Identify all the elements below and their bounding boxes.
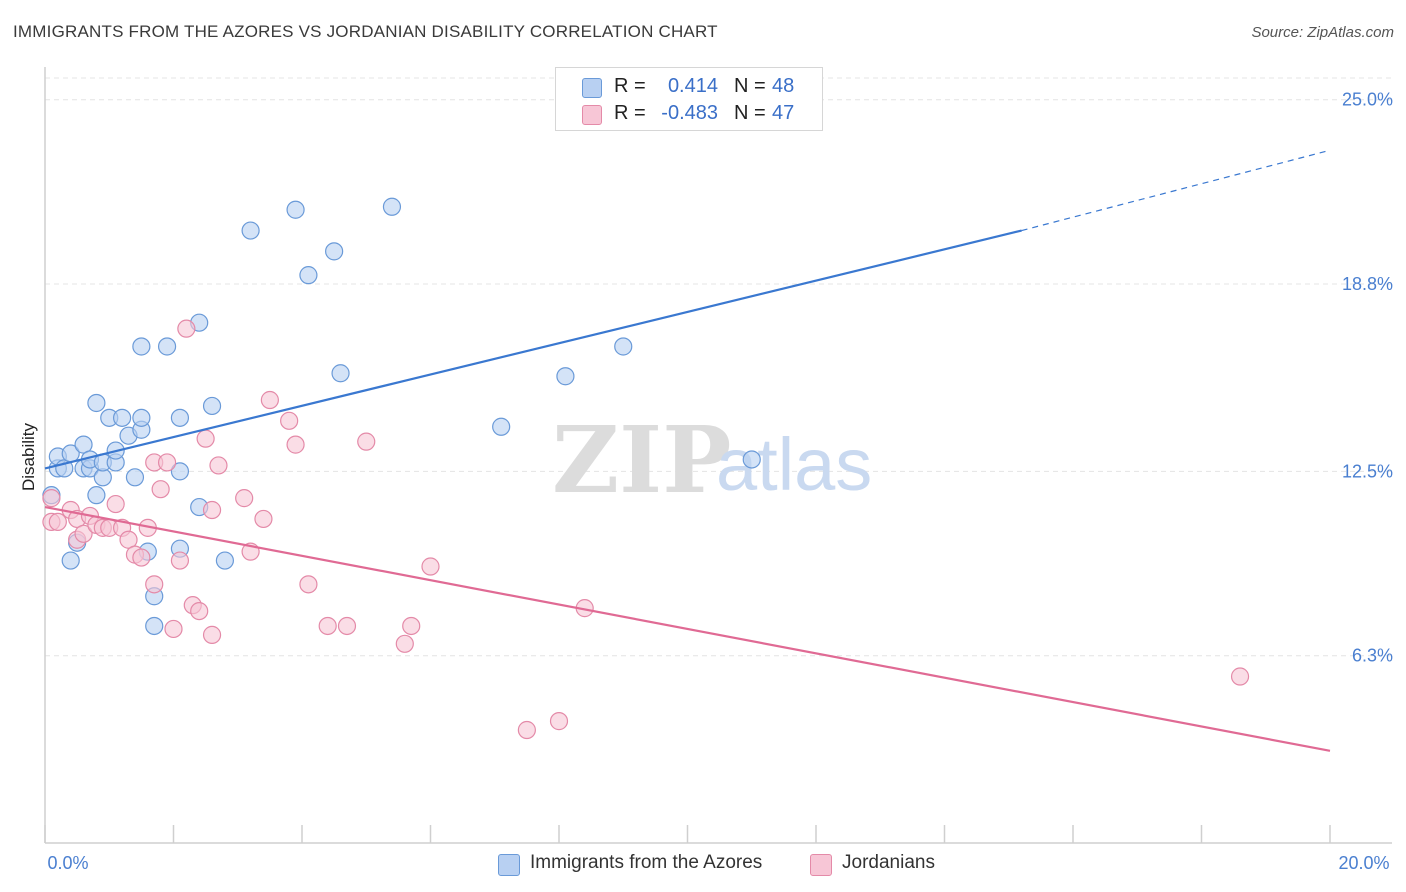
jordanian-point [1230,667,1250,686]
bottom-legend: Immigrants from the Azores Jordanians [0,850,1406,880]
jordanian-point [280,411,299,430]
jordanian-point [157,453,177,472]
legend-swatch-blue [582,78,602,98]
azores-point [170,408,190,427]
jordanian-point [357,432,376,451]
azores-point [325,242,344,261]
azores-point [170,462,190,481]
chart-title: IMMIGRANTS FROM THE AZORES VS JORDANIAN … [13,22,718,41]
y-tick-label: 18.8% [1342,274,1393,294]
bottom-legend-label-azores: Immigrants from the Azores [530,852,763,873]
jordanian-point [151,480,170,499]
azores-point [742,450,761,469]
azores-trend-line [44,229,1022,470]
azores-point [145,616,164,636]
watermark-atlas: atlas [716,423,872,506]
jordanian-point [164,619,183,639]
azores-point [614,337,633,356]
azores-point [132,337,151,356]
jordanian-point [202,500,222,520]
azores-point [215,551,234,570]
azores-point [132,408,151,427]
legend-row-jordanians: R = -0.483 N = 47 [556,101,822,127]
jordanian-point [395,634,414,653]
axes [44,67,1392,844]
legend-n-value: 48 [772,75,795,97]
chart-source: Source: ZipAtlas.com [1251,24,1394,41]
watermark-zip: ZIP [552,406,731,514]
legend-r-value: 0.414 [667,75,718,97]
azores-point [331,364,350,383]
azores-point [112,408,132,427]
legend-n-label: N = [734,102,766,124]
jordanian-point [74,524,93,543]
x-tick-label: 20.0% [1338,853,1389,873]
tick-labels: 25.0% 18.8% 12.5% 6.3% 0.0% 20.0% [47,90,1393,873]
azores-point [87,486,106,505]
azores-point [286,200,305,219]
bottom-legend-swatch-jordanians [810,854,832,876]
legend-n-value: 47 [772,102,795,124]
watermark: ZIP atlas [552,406,872,514]
jordanian-trend-line [44,505,1331,752]
jordanian-point [517,720,536,740]
jordanian-point [254,509,273,529]
azores-point [125,468,145,487]
jordanian-point [549,712,569,731]
azores-point [382,197,402,216]
legend-row-azores: R = 0.414 N = 48 [556,74,822,100]
azores-point [157,337,177,356]
bottom-legend-label-jordanians: Jordanians [842,852,935,873]
jordanian-point [177,319,196,338]
jordanian-point [48,512,67,532]
y-tick-label: 6.3% [1352,646,1393,666]
jordanian-point [337,616,357,636]
azores-point [241,221,260,240]
grid-lines [45,77,1392,657]
legend-swatch-pink [582,105,602,125]
jordanian-point [421,557,440,576]
jordanian-point [402,616,421,636]
legend-r-label: R = [614,102,646,124]
jordanian-point [42,489,61,508]
jordanian-point [145,575,164,594]
y-tick-label: 12.5% [1342,461,1393,481]
jordanian-point [209,456,228,475]
trend-lines [44,149,1331,752]
y-axis-label: Disability [19,422,38,491]
x-tick-label: 0.0% [47,853,88,873]
legend-r-label: R = [614,75,646,97]
jordanian-point [196,429,215,448]
azores-point [61,551,80,570]
azores-point [492,417,511,436]
jordanian-point [190,601,209,621]
jordanian-point [286,435,305,454]
azores-point [556,367,575,386]
bottom-legend-swatch-azores [498,854,520,876]
jordanian-point [202,625,222,644]
legend-n-label: N = [734,75,766,97]
azores-point [202,396,222,416]
azores-point [87,393,106,413]
y-tick-label: 25.0% [1342,90,1393,110]
jordanian-point [170,551,190,570]
jordanian-point [132,548,151,567]
azores-trend-extension [1021,149,1331,232]
legend-r-value: -0.483 [661,102,718,124]
jordanian-point [260,390,279,410]
legend: R = 0.414 N = 48 R = -0.483 N = 47 [555,67,823,131]
jordanian-point [235,489,254,508]
azores-point [299,266,318,285]
jordanian-point [318,616,337,636]
jordanian-point [106,494,125,514]
jordanian-point [299,575,318,594]
